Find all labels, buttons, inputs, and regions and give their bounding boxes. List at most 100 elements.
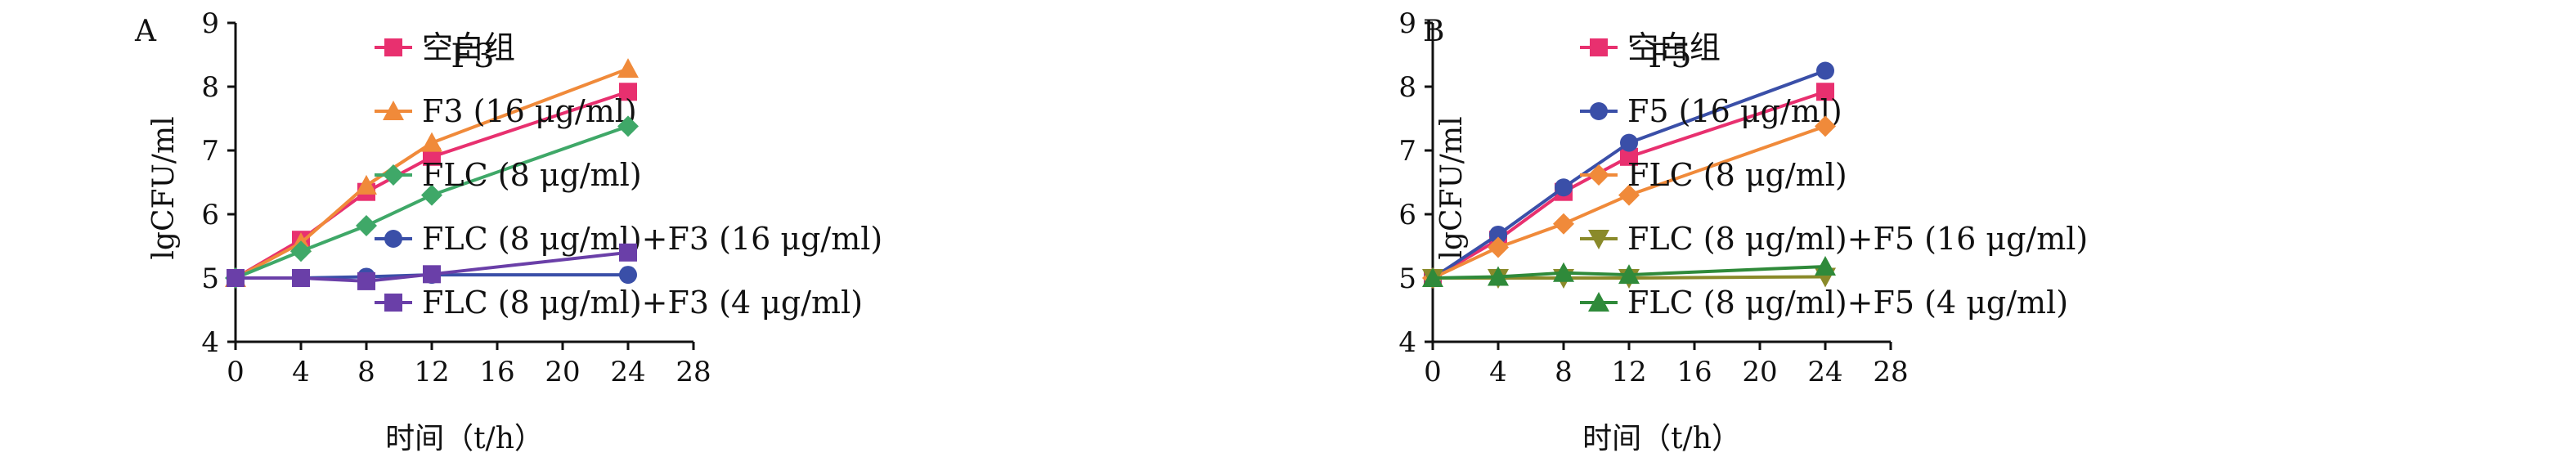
x-tick-label: 28 (675, 356, 711, 388)
legend-marker (383, 101, 404, 120)
chart-panel-b: B4567890481216202428lgCFU/ml时间（t/h）F5空白组… (1398, 7, 2088, 455)
y-tick-label: 7 (201, 135, 219, 168)
series-5 (1422, 255, 1836, 287)
legend-label: FLC (8 μg/ml)+F5 (4 μg/ml) (1627, 285, 2068, 321)
legend-marker (1588, 164, 1609, 186)
y-tick-label: 7 (1398, 135, 1416, 168)
data-point (619, 83, 637, 101)
legend-entry: FLC (8 μg/ml) (375, 157, 642, 193)
data-point (1422, 267, 1443, 287)
data-point (1553, 262, 1574, 282)
data-point (356, 215, 377, 237)
y-tick-label: 9 (1398, 7, 1416, 40)
panel-letter: A (134, 15, 157, 48)
data-point (1618, 264, 1640, 285)
legend-label: FLC (8 μg/ml)+F3 (16 μg/ml) (422, 221, 882, 257)
x-tick-label: 0 (1424, 356, 1442, 388)
data-point (1618, 184, 1640, 206)
data-point (619, 243, 637, 262)
x-tick-label: 24 (1807, 356, 1842, 388)
data-point (1815, 255, 1836, 276)
data-point (1555, 178, 1573, 197)
x-axis-title: 时间（t/h） (1582, 422, 1741, 455)
x-tick-label: 28 (1873, 356, 1908, 388)
y-tick-label: 4 (201, 326, 219, 359)
legend-marker (384, 38, 402, 56)
data-point (1488, 266, 1509, 286)
legend-label: FLC (8 μg/ml)+F3 (4 μg/ml) (422, 285, 863, 321)
legend-marker (1590, 38, 1608, 56)
legend-entry: 空白组 (1580, 29, 1721, 65)
x-tick-label: 24 (610, 356, 645, 388)
chart-title: F5 (1648, 38, 1691, 75)
y-tick-label: 5 (1398, 262, 1416, 295)
x-tick-label: 4 (1489, 356, 1507, 388)
legend-marker (383, 164, 404, 186)
data-point (356, 174, 377, 195)
y-tick-label: 5 (201, 262, 219, 295)
y-tick-label: 8 (201, 71, 219, 104)
legend-entry: F3 (16 μg/ml) (375, 93, 637, 129)
legend-label: FLC (8 μg/ml) (1627, 157, 1847, 193)
data-point (1489, 225, 1507, 244)
legend-marker (1588, 292, 1609, 312)
chart-title: F3 (451, 38, 494, 75)
legend-entry: FLC (8 μg/ml)+F3 (4 μg/ml) (375, 285, 863, 321)
x-axis-title: 时间（t/h） (385, 422, 544, 455)
data-point (423, 147, 441, 166)
legend-entry: FLC (8 μg/ml)+F3 (16 μg/ml) (375, 221, 882, 257)
x-tick-label: 20 (545, 356, 580, 388)
x-tick-label: 16 (1676, 356, 1712, 388)
legend-label: FLC (8 μg/ml) (422, 157, 642, 193)
legend-marker (384, 294, 402, 312)
legend-label: FLC (8 μg/ml)+F5 (16 μg/ml) (1627, 221, 2088, 257)
y-tick-label: 6 (1398, 199, 1416, 231)
data-point (421, 184, 442, 206)
y-axis-title: lgCFU/ml (1435, 116, 1469, 259)
legend-label: 空白组 (1627, 29, 1721, 65)
data-point (1553, 213, 1574, 235)
y-tick-label: 8 (1398, 71, 1416, 104)
x-tick-label: 12 (1611, 356, 1646, 388)
data-point (1816, 83, 1834, 101)
data-point (421, 132, 442, 152)
data-point (290, 240, 312, 262)
legend-label: F3 (16 μg/ml) (422, 93, 637, 129)
data-point (1620, 133, 1638, 152)
legend-marker (1590, 102, 1608, 120)
legend-marker (1588, 230, 1609, 249)
legend-entry: 空白组 (375, 29, 515, 65)
legend-entry: FLC (8 μg/ml)+F5 (16 μg/ml) (1580, 221, 2088, 257)
data-point (617, 115, 639, 137)
x-tick-label: 0 (227, 356, 245, 388)
x-tick-label: 8 (1555, 356, 1573, 388)
data-point (1488, 236, 1509, 258)
data-point (617, 58, 639, 78)
data-point (619, 266, 637, 285)
legend-label: F5 (16 μg/ml) (1627, 93, 1842, 129)
y-tick-label: 4 (1398, 326, 1416, 359)
data-point (227, 269, 245, 287)
data-point (357, 271, 375, 290)
data-point (1816, 61, 1834, 80)
data-point (292, 269, 310, 287)
y-tick-label: 6 (201, 199, 219, 231)
data-point (1815, 115, 1836, 137)
data-point (423, 265, 441, 284)
series-5 (227, 243, 637, 290)
y-tick-label: 9 (201, 7, 219, 40)
x-tick-label: 8 (357, 356, 375, 388)
legend-entry: F5 (16 μg/ml) (1580, 93, 1842, 129)
legend-entry: FLC (8 μg/ml) (1580, 157, 1847, 193)
data-point (1620, 147, 1638, 166)
x-tick-label: 4 (292, 356, 310, 388)
x-tick-label: 12 (414, 356, 449, 388)
y-axis-title: lgCFU/ml (147, 116, 181, 259)
x-tick-label: 20 (1742, 356, 1777, 388)
x-tick-label: 16 (479, 356, 514, 388)
legend-marker (384, 230, 402, 248)
legend-entry: FLC (8 μg/ml)+F5 (4 μg/ml) (1580, 285, 2068, 321)
legend-label: 空白组 (422, 29, 515, 65)
